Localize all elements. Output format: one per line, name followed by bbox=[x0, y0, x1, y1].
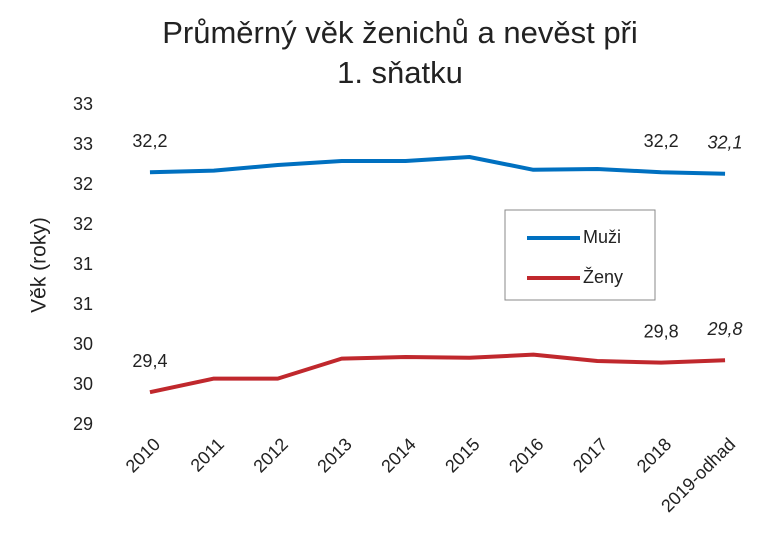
data-label: 29,8 bbox=[707, 319, 743, 339]
x-tick-label: 2011 bbox=[187, 434, 229, 476]
chart-title: 1. sňatku bbox=[337, 55, 463, 90]
legend-label: Muži bbox=[583, 227, 621, 247]
y-tick-label: 31 bbox=[73, 294, 93, 314]
x-tick-label: 2015 bbox=[441, 434, 483, 476]
x-tick-label: 2016 bbox=[505, 434, 547, 476]
data-label: 32,2 bbox=[644, 131, 679, 151]
line bbox=[149, 352, 726, 395]
line bbox=[149, 155, 726, 176]
legend-box bbox=[504, 209, 656, 301]
legend-label: Ženy bbox=[583, 267, 623, 287]
x-tick-label: 2014 bbox=[377, 434, 419, 476]
y-tick-label: 32 bbox=[73, 174, 93, 194]
data-label: 29,4 bbox=[132, 351, 167, 371]
y-tick-label: 30 bbox=[73, 334, 93, 354]
x-tick-label: 2013 bbox=[313, 434, 355, 476]
y-axis-label: Věk (roky) bbox=[28, 217, 51, 313]
x-tick-label: 2010 bbox=[122, 434, 164, 476]
y-tick-label: 31 bbox=[73, 254, 93, 274]
chart-title: Průměrný věk ženichů a nevěst při bbox=[162, 15, 638, 50]
x-tick-label: 2018 bbox=[633, 434, 675, 476]
data-label: 32,1 bbox=[708, 133, 743, 153]
y-tick-label: 32 bbox=[73, 214, 93, 234]
y-tick-label: 33 bbox=[73, 134, 93, 154]
data-label: 29,8 bbox=[644, 321, 679, 341]
x-tick-label: 2017 bbox=[569, 434, 611, 476]
data-label: 32,2 bbox=[132, 131, 167, 151]
y-tick-label: 30 bbox=[73, 374, 93, 394]
y-tick-label: 33 bbox=[73, 94, 93, 114]
x-tick-label: 2012 bbox=[249, 434, 291, 476]
y-tick-label: 29 bbox=[73, 414, 93, 434]
